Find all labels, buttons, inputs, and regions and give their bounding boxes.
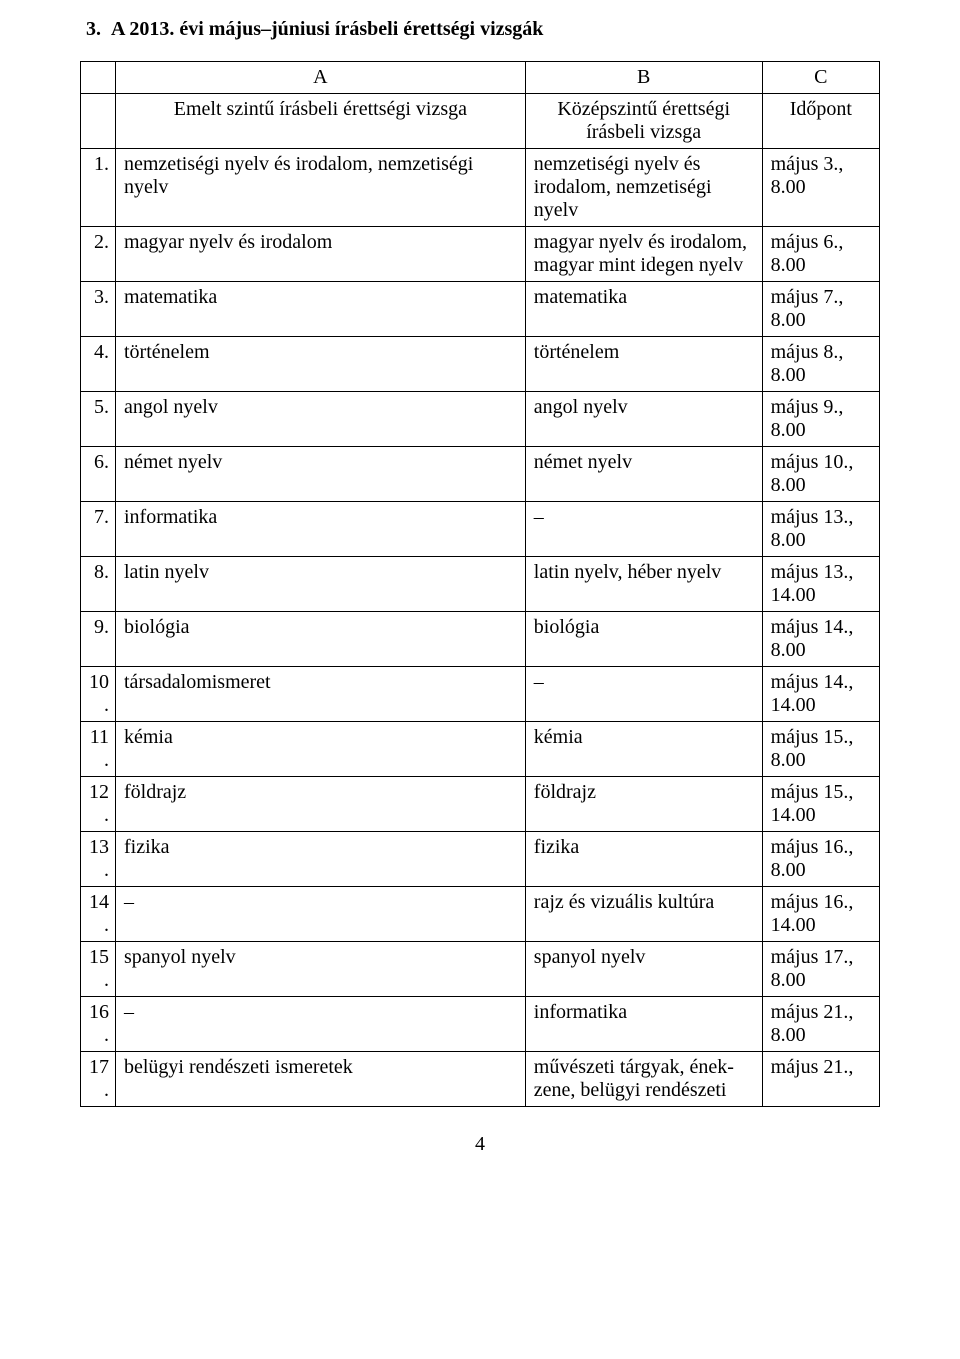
cell-advanced-exam: belügyi rendészeti ismeretek [116,1052,526,1107]
table-row: 5.angol nyelvangol nyelvmájus 9., 8.00 [81,392,880,447]
cell-advanced-exam: magyar nyelv és irodalom [116,227,526,282]
cell-datetime: május 16., 14.00 [762,887,879,942]
table-row: 9.biológiabiológiamájus 14., 8.00 [81,612,880,667]
table-row: 11.kémiakémiamájus 15., 8.00 [81,722,880,777]
table-row: 1.nemzetiségi nyelv és irodalom, nemzeti… [81,149,880,227]
cell-intermediate-exam: művészeti tárgyak, ének-zene, belügyi re… [525,1052,762,1107]
cell-datetime: május 7., 8.00 [762,282,879,337]
table-row: 13.fizikafizikamájus 16., 8.00 [81,832,880,887]
cell-intermediate-exam: földrajz [525,777,762,832]
table-row: 12.földrajzföldrajzmájus 15., 14.00 [81,777,880,832]
cell-datetime: május 15., 14.00 [762,777,879,832]
row-number: 7. [81,502,116,557]
row-number: 6. [81,447,116,502]
row-number: 3. [81,282,116,337]
header-blank [81,94,116,149]
exam-schedule-table: A B C Emelt szintű írásbeli érettségi vi… [80,61,880,1107]
cell-datetime: május 15., 8.00 [762,722,879,777]
cell-datetime: május 3., 8.00 [762,149,879,227]
cell-intermediate-exam: rajz és vizuális kultúra [525,887,762,942]
cell-intermediate-exam: spanyol nyelv [525,942,762,997]
cell-datetime: május 13., 8.00 [762,502,879,557]
cell-datetime: május 8., 8.00 [762,337,879,392]
cell-intermediate-exam: fizika [525,832,762,887]
row-number: 9. [81,612,116,667]
header-label-c: Időpont [762,94,879,149]
table-row: 15.spanyol nyelvspanyol nyelvmájus 17., … [81,942,880,997]
header-label-a: Emelt szintű írásbeli érettségi vizsga [116,94,526,149]
cell-intermediate-exam: kémia [525,722,762,777]
cell-advanced-exam: német nyelv [116,447,526,502]
cell-datetime: május 10., 8.00 [762,447,879,502]
row-number: 1. [81,149,116,227]
cell-datetime: május 13., 14.00 [762,557,879,612]
cell-intermediate-exam: informatika [525,997,762,1052]
row-number: 10. [81,667,116,722]
table-row: 3.matematikamatematikamájus 7., 8.00 [81,282,880,337]
cell-datetime: május 14., 14.00 [762,667,879,722]
table-row: 10.társadalomismeret–május 14., 14.00 [81,667,880,722]
row-number: 8. [81,557,116,612]
row-number: 11. [81,722,116,777]
table-row: 2.magyar nyelv és irodalommagyar nyelv é… [81,227,880,282]
header-letter-c: C [762,62,879,94]
table-row: 7.informatika–május 13., 8.00 [81,502,880,557]
table-row: 6.német nyelvnémet nyelvmájus 10., 8.00 [81,447,880,502]
cell-advanced-exam: – [116,887,526,942]
cell-advanced-exam: matematika [116,282,526,337]
cell-intermediate-exam: angol nyelv [525,392,762,447]
header-letter-a: A [116,62,526,94]
table-header-labels-row: Emelt szintű írásbeli érettségi vizsga K… [81,94,880,149]
cell-datetime: május 21., 8.00 [762,997,879,1052]
cell-advanced-exam: informatika [116,502,526,557]
cell-advanced-exam: latin nyelv [116,557,526,612]
cell-intermediate-exam: latin nyelv, héber nyelv [525,557,762,612]
cell-intermediate-exam: nemzetiségi nyelv és irodalom, nemzetisé… [525,149,762,227]
row-number: 13. [81,832,116,887]
cell-datetime: május 17., 8.00 [762,942,879,997]
cell-advanced-exam: nemzetiségi nyelv és irodalom, nemzetisé… [116,149,526,227]
cell-intermediate-exam: történelem [525,337,762,392]
cell-advanced-exam: társadalomismeret [116,667,526,722]
row-number: 15. [81,942,116,997]
cell-intermediate-exam: biológia [525,612,762,667]
cell-advanced-exam: angol nyelv [116,392,526,447]
table-row: 8.latin nyelvlatin nyelv, héber nyelvmáj… [81,557,880,612]
cell-advanced-exam: biológia [116,612,526,667]
table-row: 16.–informatikamájus 21., 8.00 [81,997,880,1052]
cell-advanced-exam: spanyol nyelv [116,942,526,997]
cell-intermediate-exam: magyar nyelv és irodalom, magyar mint id… [525,227,762,282]
table-row: 14.–rajz és vizuális kultúramájus 16., 1… [81,887,880,942]
cell-datetime: május 16., 8.00 [762,832,879,887]
cell-datetime: május 14., 8.00 [762,612,879,667]
header-letter-b: B [525,62,762,94]
row-number: 12. [81,777,116,832]
page-title: 3. A 2013. évi május–júniusi írásbeli ér… [86,18,880,41]
row-number: 16. [81,997,116,1052]
cell-intermediate-exam: matematika [525,282,762,337]
cell-advanced-exam: fizika [116,832,526,887]
cell-datetime: május 21., [762,1052,879,1107]
table-row: 4.történelemtörténelemmájus 8., 8.00 [81,337,880,392]
cell-intermediate-exam: német nyelv [525,447,762,502]
cell-intermediate-exam: – [525,667,762,722]
cell-advanced-exam: földrajz [116,777,526,832]
row-number: 2. [81,227,116,282]
cell-datetime: május 9., 8.00 [762,392,879,447]
cell-advanced-exam: történelem [116,337,526,392]
row-number: 14. [81,887,116,942]
page-number: 4 [80,1133,880,1156]
table-header-letters-row: A B C [81,62,880,94]
table-row: 17.belügyi rendészeti ismeretekművészeti… [81,1052,880,1107]
cell-datetime: május 6., 8.00 [762,227,879,282]
page: 3. A 2013. évi május–júniusi írásbeli ér… [0,0,960,1359]
header-label-b: Középszintű érettségi írásbeli vizsga [525,94,762,149]
cell-intermediate-exam: – [525,502,762,557]
row-number: 5. [81,392,116,447]
cell-advanced-exam: – [116,997,526,1052]
cell-advanced-exam: kémia [116,722,526,777]
row-number: 4. [81,337,116,392]
row-number: 17. [81,1052,116,1107]
header-blank [81,62,116,94]
